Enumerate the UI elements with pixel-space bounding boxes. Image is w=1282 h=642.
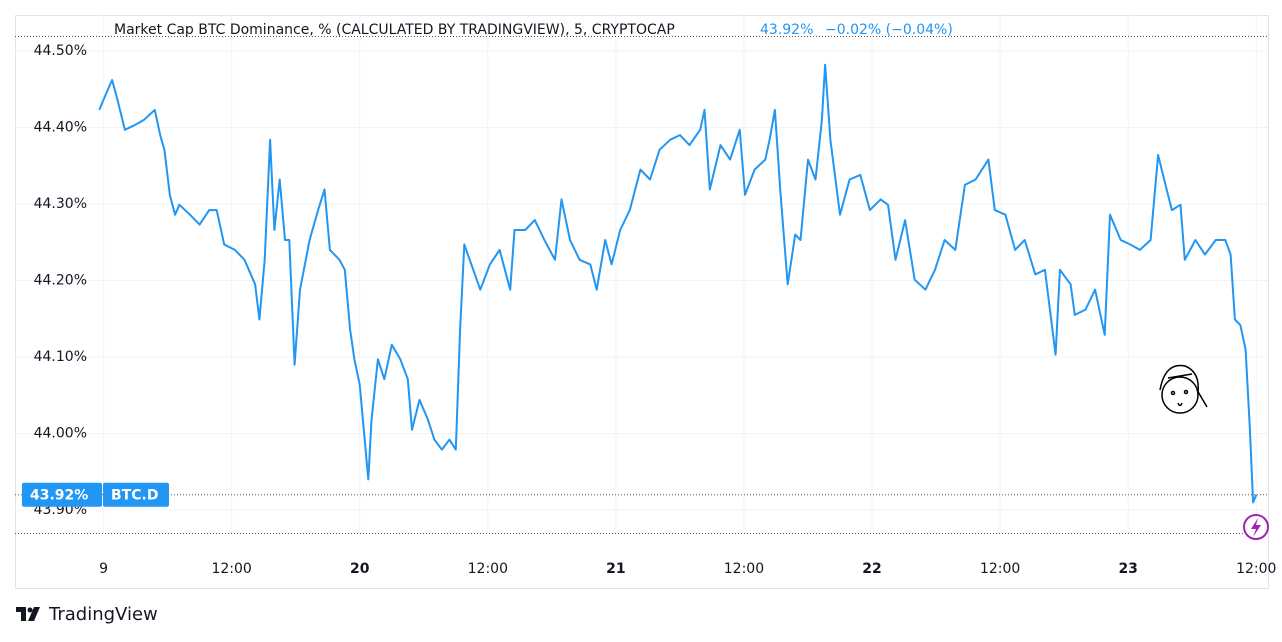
x-tick-label: 9 <box>99 561 108 577</box>
y-tick-label: 44.40% <box>34 119 87 135</box>
y-tick-label: 44.50% <box>34 43 87 59</box>
x-tick-label: 12:00 <box>980 561 1020 577</box>
price-badge-value: 43.92% <box>30 488 88 504</box>
chart-title: Market Cap BTC Dominance, % (CALCULATED … <box>114 22 675 38</box>
y-tick-label: 44.00% <box>34 426 87 442</box>
x-tick-label: 12:00 <box>468 561 508 577</box>
x-tick-label: 12:00 <box>1236 561 1276 577</box>
brand-logo <box>16 607 40 621</box>
doodle-face <box>1159 364 1208 414</box>
price-badge <box>22 482 102 507</box>
x-tick-label: 20 <box>350 561 370 577</box>
price-line <box>98 63 1258 504</box>
y-tick-label: 44.30% <box>34 196 87 212</box>
series-name: BTC.D <box>111 488 158 504</box>
series-badge <box>103 482 169 507</box>
x-tick-label: 21 <box>606 561 625 577</box>
x-tick-label: 23 <box>1118 561 1137 577</box>
grid <box>15 15 1268 533</box>
x-tick-label: 22 <box>862 561 881 577</box>
brand-name: TradingView <box>48 604 158 625</box>
lightning-icon <box>1243 514 1269 540</box>
x-tick-label: 12:00 <box>724 561 764 577</box>
header-value: 43.92% <box>760 22 813 38</box>
y-tick-label: 44.10% <box>34 349 87 365</box>
header-change: −0.02% (−0.04%) <box>825 22 953 38</box>
chart-frame <box>15 15 1269 589</box>
y-tick-label: 44.20% <box>34 273 87 289</box>
x-tick-label: 12:00 <box>211 561 251 577</box>
